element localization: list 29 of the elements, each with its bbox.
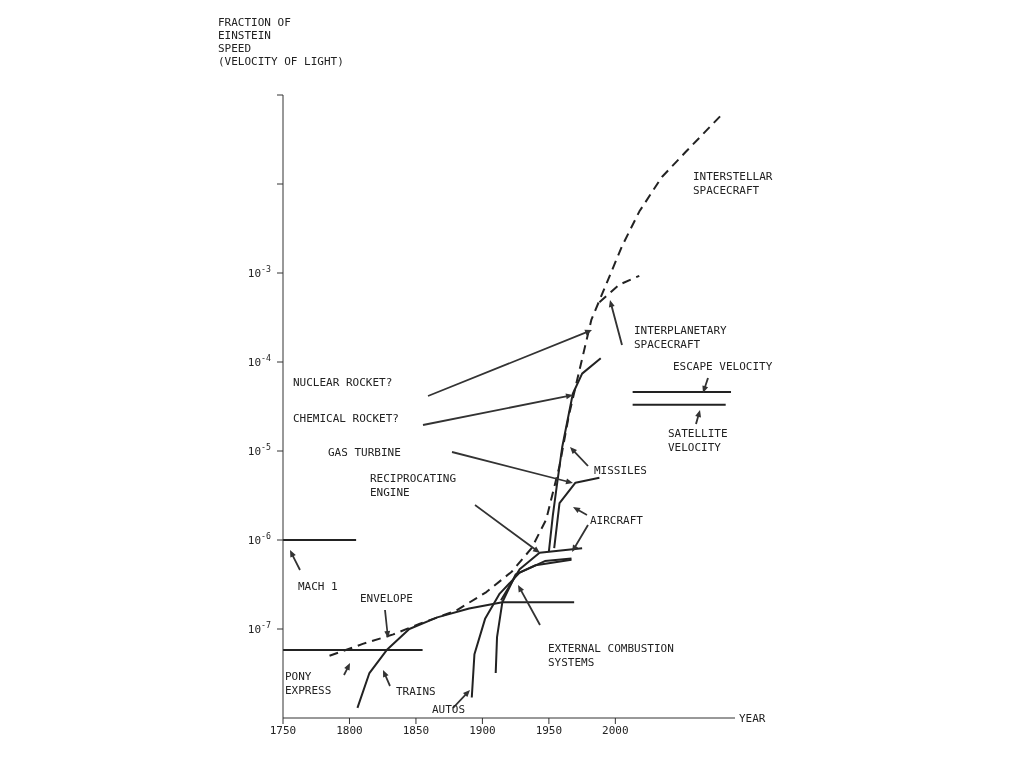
- annotation: PONY EXPRESS: [285, 670, 332, 697]
- annotation: TRAINS: [396, 685, 436, 698]
- annotation: NUCLEAR ROCKET?: [293, 376, 393, 389]
- x-tick-label: 1800: [336, 723, 363, 737]
- annotation: MACH 1: [298, 580, 338, 593]
- x-tick-label: 1900: [469, 723, 496, 737]
- x-tick-label: 2000: [602, 723, 629, 737]
- annotation: INTERPLANETARY SPACECRAFT: [634, 324, 728, 351]
- x-axis-title: YEAR: [739, 712, 766, 725]
- y-tick-label: 10$^{-5}$: [247, 442, 272, 458]
- annotation: MISSILES: [594, 464, 647, 477]
- y-axis-title: FRACTION OF EINSTEIN SPEED (VELOCITY OF LIGHT): [218, 16, 344, 68]
- y-tick-label: 10$^{-3}$: [247, 264, 272, 280]
- annotation: AUTOS: [432, 703, 466, 716]
- x-tick-label: 1850: [402, 723, 430, 737]
- y-tick-label: 10$^{-4}$: [247, 353, 272, 369]
- annotation: INTERSTELLAR SPACECRAFT: [693, 170, 773, 197]
- annotation: GAS TURBINE: [328, 446, 401, 459]
- annotation: SATELLITE VELOCITY: [668, 427, 728, 454]
- y-tick-label: 10$^{-6}$: [247, 531, 272, 547]
- annotation: AIRCRAFT: [590, 514, 644, 527]
- annotation: ENVELOPE: [360, 592, 413, 605]
- x-tick-label: 1750: [269, 723, 297, 737]
- annotation: EXTERNAL COMBUSTION SYSTEMS: [548, 642, 674, 669]
- annotation: CHEMICAL ROCKET?: [293, 412, 399, 425]
- annotation: ESCAPE VELOCITY: [673, 360, 773, 373]
- annotation: RECIPROCATING ENGINE: [370, 472, 457, 499]
- x-tick-label: 1950: [535, 723, 563, 737]
- y-tick-label: 10$^{-7}$: [247, 620, 272, 636]
